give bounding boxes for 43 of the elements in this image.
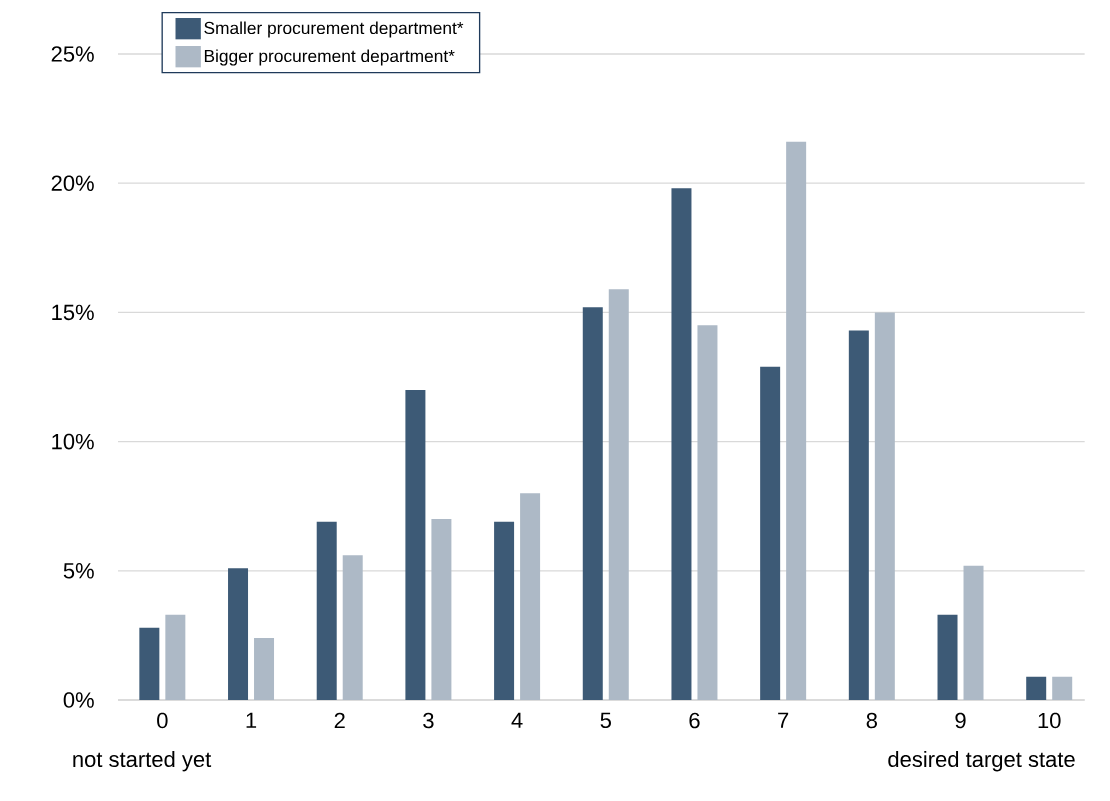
x-tick-label: 1 bbox=[246, 712, 257, 728]
bar bbox=[254, 637, 275, 700]
y-tick-label: 15% bbox=[52, 304, 94, 321]
y-tick-label: 20% bbox=[51, 175, 94, 191]
bar bbox=[494, 521, 515, 700]
bar bbox=[582, 307, 603, 700]
bar bbox=[1052, 676, 1073, 700]
bar bbox=[697, 325, 718, 700]
bar bbox=[848, 330, 869, 700]
bar bbox=[316, 521, 337, 700]
legend-label: Smaller procurement department* bbox=[204, 21, 464, 38]
x-tick-label: 3 bbox=[423, 712, 434, 729]
x-tick-label: 2 bbox=[334, 712, 345, 729]
bar bbox=[342, 555, 363, 700]
x-tick-label: 7 bbox=[778, 712, 789, 728]
x-tick-label: 9 bbox=[955, 712, 966, 729]
bar bbox=[760, 366, 781, 700]
y-tick-label: 5% bbox=[63, 563, 94, 579]
x-tick-label: 4 bbox=[511, 712, 523, 728]
bar bbox=[431, 519, 452, 700]
y-tick-label: 0% bbox=[63, 692, 94, 708]
bar bbox=[963, 565, 984, 700]
bar bbox=[139, 627, 160, 700]
text: not started yet bbox=[73, 750, 212, 772]
bar bbox=[786, 141, 807, 700]
y-tick-label: 25% bbox=[51, 46, 94, 62]
text: desired target state bbox=[888, 750, 1075, 772]
legend-label: Bigger procurement department* bbox=[204, 49, 455, 66]
x-tick-label: 0 bbox=[157, 712, 168, 729]
bar bbox=[165, 614, 186, 700]
bar bbox=[520, 493, 541, 700]
x-tick-label: 5 bbox=[600, 712, 611, 729]
bar bbox=[937, 614, 958, 700]
bar bbox=[228, 568, 249, 700]
x-tick-label: 6 bbox=[689, 712, 700, 729]
bar bbox=[671, 188, 692, 700]
bar bbox=[405, 389, 426, 700]
bar bbox=[1026, 676, 1047, 700]
y-tick-label: 10% bbox=[52, 433, 94, 450]
bar bbox=[874, 312, 895, 700]
x-tick-label: 8 bbox=[866, 712, 877, 729]
bar bbox=[608, 289, 629, 700]
x-tick-label: 10 bbox=[1038, 712, 1061, 729]
